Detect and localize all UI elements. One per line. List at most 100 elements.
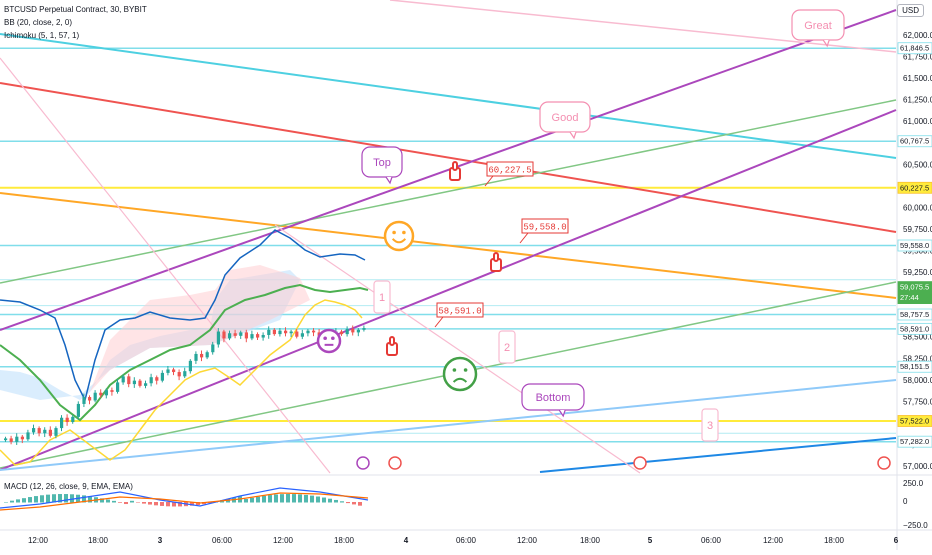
macd-histogram-bar bbox=[244, 499, 248, 503]
macd-histogram-bar bbox=[334, 499, 338, 503]
annotation-top-tail bbox=[385, 176, 393, 185]
currency-button[interactable]: USD bbox=[897, 4, 924, 17]
emoji-sad-icon-eye bbox=[463, 368, 468, 372]
macd-histogram-bar bbox=[298, 494, 302, 503]
candle-body bbox=[138, 380, 142, 386]
candle-body bbox=[261, 334, 265, 338]
candle-body bbox=[60, 417, 64, 429]
time-axis-tick: 12:00 bbox=[28, 536, 49, 545]
hand-pointer-icon-finger bbox=[389, 336, 395, 346]
candle-body bbox=[116, 382, 120, 392]
time-axis-tick: 12:00 bbox=[273, 536, 294, 545]
price-label-box bbox=[897, 42, 932, 55]
bb-legend[interactable]: BB (20, close, 2, 0) bbox=[4, 18, 73, 27]
event-flag-icon bbox=[877, 456, 891, 470]
candle-body bbox=[9, 438, 13, 442]
time-axis-tick: 06:00 bbox=[456, 536, 477, 545]
macd-histogram-bar bbox=[304, 494, 308, 503]
annotation-top-text: Top bbox=[373, 157, 391, 169]
macd-histogram-bar bbox=[322, 497, 326, 503]
candle-body bbox=[222, 331, 226, 339]
ichimoku-legend[interactable]: Ichimoku (5, 1, 57, 1) bbox=[4, 31, 80, 40]
macd-histogram-bar bbox=[22, 498, 26, 503]
price-axis-tick: 57,750.0 bbox=[903, 397, 932, 406]
emoji-sad-icon-outline bbox=[442, 356, 478, 392]
candle-body bbox=[228, 333, 232, 339]
price-axis-tick: 61,750.0 bbox=[903, 53, 932, 62]
candle-body bbox=[48, 429, 52, 436]
candle-body bbox=[256, 334, 260, 338]
time-axis-tick: 3 bbox=[158, 536, 163, 545]
annotation-price-59558: 59,558.0 bbox=[519, 218, 569, 244]
candle-body bbox=[127, 376, 131, 385]
candle-body bbox=[144, 383, 148, 386]
annotation-bottom-text: Bottom bbox=[536, 392, 571, 404]
symbol-legend[interactable]: BTCUSD Perpetual Contract, 30, BYBIT bbox=[4, 5, 147, 14]
time-axis-tick: 6 bbox=[894, 536, 899, 545]
price-label: 58,591.0 bbox=[900, 324, 929, 333]
trendline-green-upper bbox=[0, 99, 897, 284]
macd-legend[interactable]: MACD (12, 26, close, 9, EMA, EMA) bbox=[4, 482, 133, 491]
macd-histogram-bar bbox=[190, 502, 194, 506]
macd-histogram-bar bbox=[328, 498, 332, 503]
candle-body bbox=[177, 372, 181, 377]
annotation-num-3-box bbox=[701, 408, 719, 442]
time-axis-tick: 4 bbox=[404, 536, 409, 545]
candle-body bbox=[272, 329, 276, 335]
price-axis-tick: 60,000.0 bbox=[903, 203, 932, 212]
annotation-good-text: Good bbox=[552, 112, 579, 124]
annotation-bottom-box bbox=[521, 383, 585, 411]
candle-body bbox=[172, 369, 176, 373]
macd-histogram-bar bbox=[274, 494, 278, 503]
annotation-good-box bbox=[539, 101, 591, 133]
macd-histogram-bar bbox=[142, 502, 146, 504]
emoji-neutral-icon bbox=[316, 328, 342, 354]
hand-pointer-icon bbox=[386, 336, 398, 356]
candle-body bbox=[15, 436, 19, 442]
price-axis-tick: 61,250.0 bbox=[903, 96, 932, 105]
candle-body bbox=[345, 328, 349, 335]
macd-histogram-bar bbox=[268, 495, 272, 503]
time-axis-tick: 06:00 bbox=[212, 536, 233, 545]
annotation-great-box bbox=[791, 9, 845, 41]
annotation-great: Great bbox=[791, 9, 845, 48]
trendline-purple-lower bbox=[0, 109, 897, 471]
macd-histogram-bar bbox=[178, 502, 182, 507]
candle-body bbox=[362, 328, 366, 330]
macd-histogram-bar bbox=[106, 499, 110, 503]
candle-body bbox=[37, 428, 41, 434]
price-axis-tick: 59,250.0 bbox=[903, 268, 932, 277]
price-label: 58,151.5 bbox=[900, 362, 929, 371]
macd-histogram-bar bbox=[250, 497, 254, 503]
candle-body bbox=[65, 417, 69, 423]
macd-histogram-bar bbox=[358, 502, 362, 506]
macd-histogram-bar bbox=[112, 500, 116, 503]
hand-pointer-icon bbox=[449, 161, 461, 181]
macd-histogram-bar bbox=[82, 495, 86, 503]
candle-body bbox=[205, 352, 209, 358]
candle-body bbox=[200, 353, 204, 358]
annotation-top-box bbox=[361, 146, 403, 178]
price-axis-tick: 59,750.0 bbox=[903, 225, 932, 234]
annotation-num-2-text: 2 bbox=[504, 342, 510, 354]
macd-histogram-bar bbox=[292, 494, 296, 503]
macd-histogram-bar bbox=[346, 502, 350, 504]
annotation-great-text: Great bbox=[804, 20, 832, 32]
macd-histogram-bar bbox=[64, 494, 68, 503]
candle-body bbox=[149, 377, 153, 384]
candle-body bbox=[300, 333, 304, 337]
candle-body bbox=[233, 333, 237, 336]
candle-body bbox=[183, 371, 187, 377]
annotation-num-3-text: 3 bbox=[707, 420, 713, 432]
macd-histogram-bar bbox=[262, 495, 266, 503]
annotation-num-2-box bbox=[498, 330, 516, 364]
macd-histogram-bar bbox=[100, 498, 104, 503]
candle-body bbox=[306, 330, 310, 334]
annotation-price-58591-text: 58,591.0 bbox=[438, 307, 481, 317]
annotation-bottom-tail bbox=[558, 409, 566, 418]
bollinger-lower bbox=[0, 299, 363, 466]
macd-histogram-bar bbox=[172, 502, 176, 507]
candle-body bbox=[160, 372, 164, 381]
